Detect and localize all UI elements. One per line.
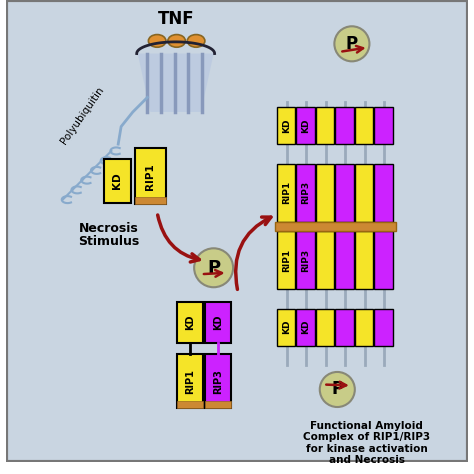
Bar — [335, 107, 354, 144]
Bar — [177, 355, 203, 408]
Circle shape — [194, 248, 233, 287]
Ellipse shape — [148, 35, 166, 47]
Bar — [104, 159, 131, 202]
Text: RIP1: RIP1 — [282, 248, 291, 272]
Bar — [355, 309, 374, 346]
Bar — [355, 107, 374, 144]
Bar — [275, 222, 396, 231]
Ellipse shape — [168, 35, 185, 47]
Text: KD: KD — [301, 118, 310, 133]
Text: KD: KD — [282, 118, 291, 133]
Text: P: P — [346, 35, 358, 53]
Text: TNF: TNF — [158, 10, 195, 28]
Bar — [374, 107, 393, 144]
Text: RIP1: RIP1 — [146, 163, 155, 190]
Text: RIP1: RIP1 — [185, 369, 195, 393]
Bar — [355, 164, 374, 222]
Bar — [355, 231, 374, 289]
Bar — [177, 401, 203, 408]
Bar — [296, 309, 315, 346]
Circle shape — [320, 372, 355, 407]
Text: Polyubiquitin: Polyubiquitin — [58, 85, 105, 146]
Bar — [205, 355, 231, 408]
Bar — [316, 309, 334, 346]
Bar — [205, 401, 231, 408]
Bar — [135, 197, 166, 204]
Bar — [277, 164, 295, 222]
Text: Functional Amyloid
Complex of RIP1/RIP3
for kinase activation
and Necrosis: Functional Amyloid Complex of RIP1/RIP3 … — [303, 420, 430, 465]
Text: RIP1: RIP1 — [282, 181, 291, 204]
Bar — [277, 107, 295, 144]
Circle shape — [334, 26, 369, 61]
Bar — [374, 309, 393, 346]
Bar — [316, 231, 334, 289]
Bar — [335, 231, 354, 289]
Bar — [316, 164, 334, 222]
Bar — [277, 231, 295, 289]
Text: P: P — [207, 259, 220, 277]
Bar — [205, 302, 231, 343]
Bar — [296, 231, 315, 289]
Text: KD: KD — [301, 320, 310, 335]
Text: Necrosis: Necrosis — [79, 222, 138, 235]
Text: KD: KD — [213, 315, 223, 330]
Text: RIP3: RIP3 — [301, 181, 310, 204]
Bar — [316, 107, 334, 144]
Bar — [296, 107, 315, 144]
Ellipse shape — [187, 35, 205, 47]
Bar — [135, 148, 166, 204]
Text: RIP3: RIP3 — [301, 248, 310, 272]
Text: P: P — [331, 381, 343, 399]
Text: KD: KD — [112, 173, 122, 189]
Bar — [374, 164, 393, 222]
Bar — [177, 302, 203, 343]
Bar — [335, 164, 354, 222]
Bar — [277, 309, 295, 346]
Text: Stimulus: Stimulus — [78, 235, 139, 248]
Text: KD: KD — [282, 320, 291, 335]
Text: RIP3: RIP3 — [213, 369, 223, 393]
Bar — [374, 231, 393, 289]
Polygon shape — [137, 54, 214, 112]
Bar — [296, 164, 315, 222]
Bar — [335, 309, 354, 346]
Text: KD: KD — [185, 315, 195, 330]
